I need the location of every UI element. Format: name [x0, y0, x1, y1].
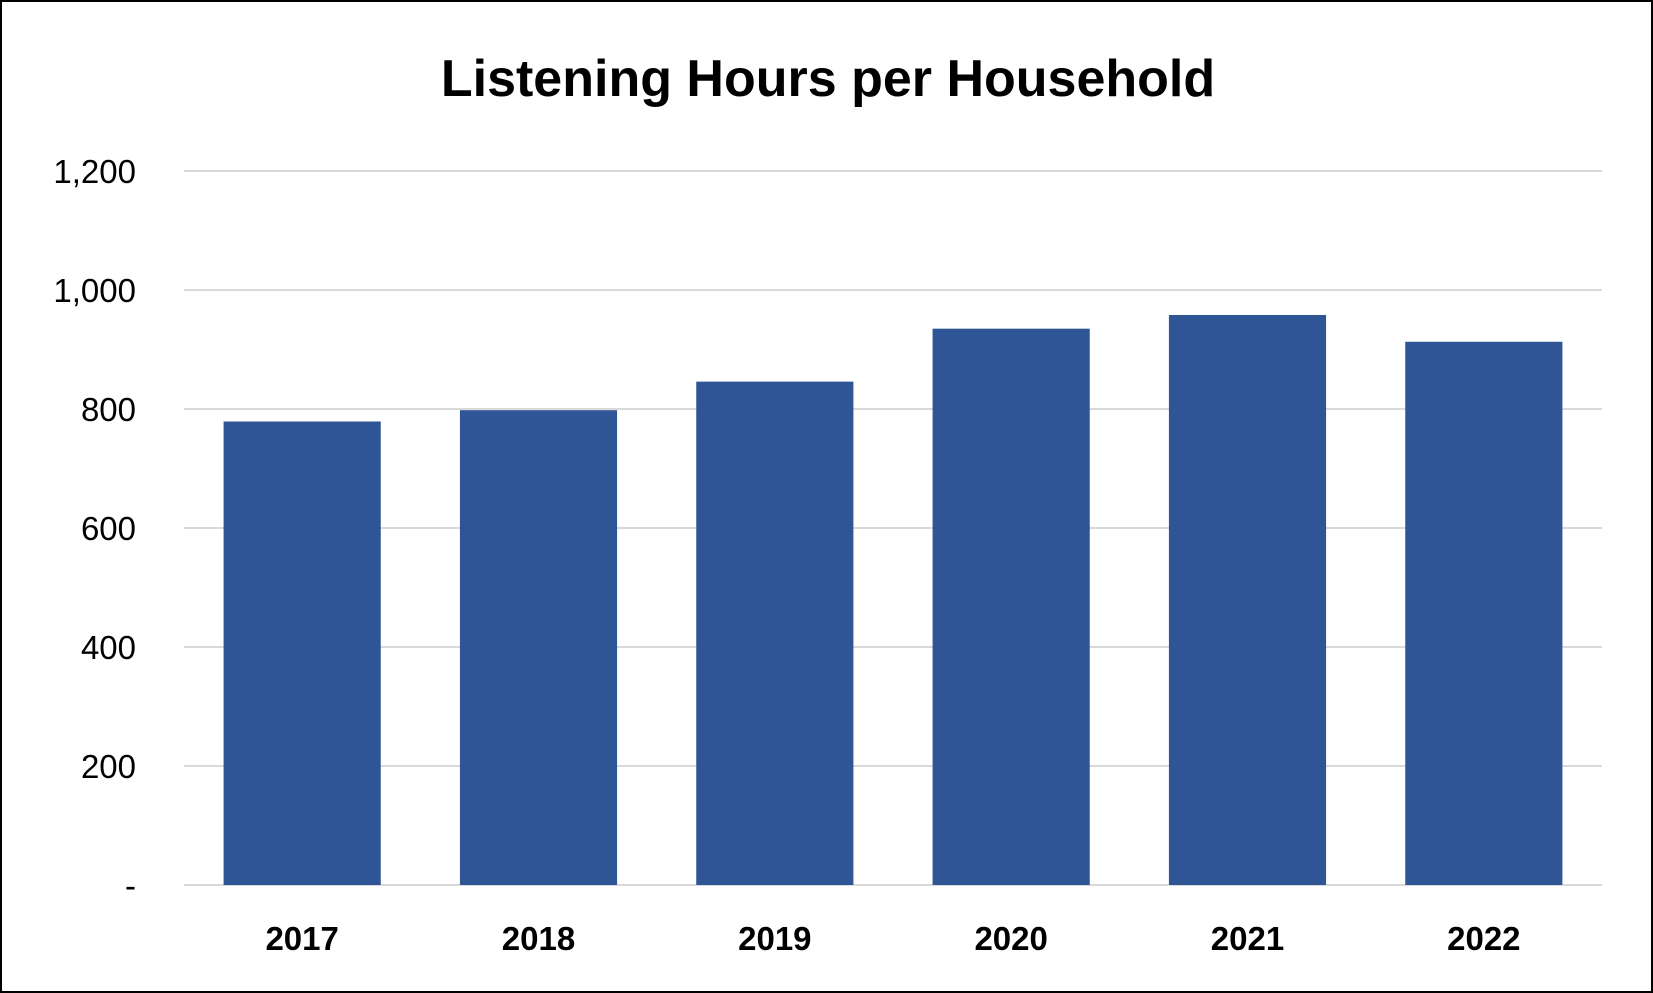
y-tick-label: 800 — [81, 391, 136, 428]
x-tick-label: 2020 — [974, 920, 1047, 957]
bar-2022 — [1405, 341, 1563, 885]
x-tick-label: 2017 — [265, 920, 338, 957]
x-axis-tick-labels: 2017 2018 2019 2020 2021 2022 — [265, 920, 1520, 957]
bar-2021 — [1168, 314, 1327, 885]
chart-title: Listening Hours per Household — [441, 50, 1215, 108]
gridlines — [184, 170, 1602, 886]
x-tick-label: 2018 — [502, 920, 575, 957]
bars — [223, 314, 1563, 885]
y-axis-tick-labels: - 200 400 600 800 1,000 1,200 — [53, 153, 136, 904]
x-tick-label: 2021 — [1211, 920, 1284, 957]
y-tick-label: 200 — [81, 748, 136, 785]
y-tick-label: - — [125, 867, 136, 904]
y-tick-label: 600 — [81, 510, 136, 547]
x-tick-label: 2022 — [1447, 920, 1520, 957]
x-tick-label: 2019 — [738, 920, 811, 957]
y-tick-label: 1,000 — [53, 272, 136, 309]
bar-2017 — [223, 421, 381, 885]
y-tick-label: 1,200 — [53, 153, 136, 190]
y-tick-label: 400 — [81, 629, 136, 666]
bar-2020 — [932, 328, 1090, 885]
bar-2019 — [696, 381, 854, 885]
bar-2018 — [459, 410, 618, 885]
